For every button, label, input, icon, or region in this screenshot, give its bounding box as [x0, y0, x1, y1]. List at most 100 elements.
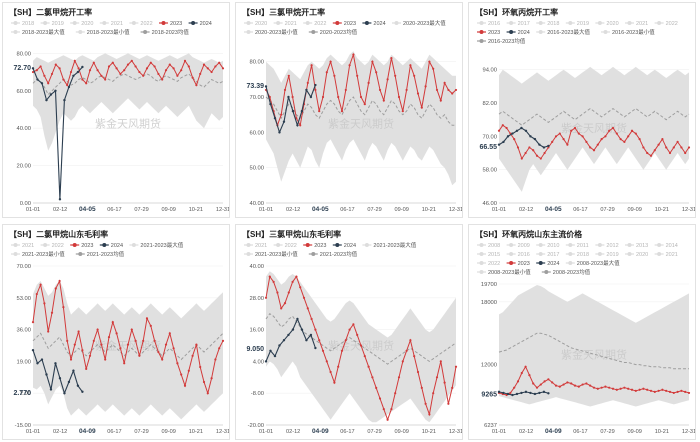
- series-2023-point: [505, 126, 508, 130]
- series-2023-point: [585, 140, 588, 143]
- series-2024-point: [282, 339, 286, 342]
- series-2023-point: [532, 149, 535, 152]
- series-2023-point: [665, 389, 668, 392]
- series-2023-point: [31, 321, 35, 324]
- series-2023-point: [615, 388, 618, 391]
- series-2023-point: [58, 67, 61, 70]
- series-2023-point: [676, 140, 679, 143]
- series-2023-point: [100, 343, 103, 346]
- legend-item: 2020: [244, 21, 267, 27]
- series-2023-point: [77, 67, 80, 70]
- series-2024-point: [309, 333, 313, 337]
- series-2023-point: [543, 151, 546, 155]
- y-tick-label: 40.00: [16, 126, 31, 132]
- series-2023-point: [183, 59, 187, 62]
- series-2023-point: [573, 126, 577, 130]
- series-2023-point: [386, 418, 389, 421]
- series-2023-point: [344, 339, 347, 342]
- legend-label: 2018-2023均值: [152, 28, 190, 36]
- series-2023-point: [264, 296, 268, 299]
- series-2023-point: [272, 280, 275, 283]
- series-2023-point: [653, 390, 656, 393]
- series-2023-point: [424, 85, 427, 88]
- x-tick-label: 06-17: [573, 207, 587, 213]
- legend-label: 2024: [547, 261, 559, 267]
- panel-po-price: 【SH】环氧丙烷山东主流价格 2008 2009 2010 2011 2012 2013 20…: [468, 224, 696, 440]
- series-2023-point: [321, 349, 325, 352]
- series-2023-point: [206, 67, 209, 70]
- series-2023-point: [164, 343, 168, 346]
- series-2024-point: [538, 143, 541, 146]
- x-tick-label-highlight: 04-05: [79, 206, 96, 213]
- x-tick-label: 10-21: [422, 429, 436, 435]
- watermark: 紫金天风期货: [561, 348, 627, 362]
- x-tick-label: 09-09: [395, 429, 409, 435]
- legend-swatch-dot: [538, 243, 543, 247]
- legend-swatch-dot: [479, 261, 484, 265]
- x-tick-label: 06-17: [340, 207, 354, 213]
- series-2023-point: [81, 349, 84, 352]
- series-2023-point: [394, 74, 397, 77]
- series-2023-point: [513, 386, 516, 389]
- series-2023-point: [501, 124, 504, 127]
- y-tick-label: -20.00: [248, 423, 264, 429]
- series-2023-point: [115, 67, 118, 70]
- latest-value-label: 9265: [481, 391, 497, 398]
- series-2023-point: [145, 317, 149, 320]
- series-2023-point: [310, 317, 313, 321]
- x-tick-label-highlight: 04-05: [545, 206, 562, 213]
- series-2024-point: [506, 392, 510, 396]
- legend-item: 2012: [595, 243, 619, 249]
- series-2023-point: [562, 383, 565, 386]
- legend-item: 2020-2023最小值: [244, 28, 298, 36]
- series-2023-point: [585, 382, 588, 385]
- series-2023-point: [130, 328, 133, 331]
- legend-item: 2023: [506, 261, 530, 267]
- series-2023-point: [524, 151, 527, 155]
- latest-value-label: 9.050: [246, 346, 264, 353]
- series-2023-point: [432, 392, 435, 395]
- legend-label: 2020: [636, 252, 648, 258]
- series-2023-point: [325, 360, 328, 363]
- series-2024-point: [63, 98, 66, 102]
- legend-label: 2021-2023最小值: [22, 250, 65, 258]
- legend-label: 2021: [255, 243, 267, 249]
- x-tick-label: 01-01: [492, 207, 506, 213]
- x-tick-label: 02-12: [519, 429, 533, 435]
- series-2024-point: [515, 392, 519, 396]
- x-tick-label: 10-21: [189, 429, 203, 435]
- series-2023-point: [50, 72, 54, 76]
- x-tick-label: 06-17: [340, 429, 354, 435]
- legend-item: 2008-2023均值: [541, 268, 591, 276]
- legend-swatch-dot: [72, 243, 77, 247]
- series-2023-point: [187, 65, 190, 68]
- series-2023-point: [604, 135, 607, 138]
- series-2023-point: [672, 146, 675, 149]
- x-tick-label: 02-12: [519, 207, 533, 213]
- series-2023-point: [390, 408, 393, 411]
- x-tick-label: 02-12: [286, 429, 300, 435]
- series-2023-point: [401, 110, 404, 113]
- series-2024-point: [63, 392, 66, 395]
- series-2023-point: [134, 339, 137, 342]
- band-area: [499, 285, 689, 407]
- series-2023-point: [638, 388, 641, 391]
- series-2023-point: [367, 81, 370, 84]
- legend-item: 2021-2023最小值: [244, 250, 298, 258]
- series-2023-point: [405, 349, 408, 352]
- series-2024-point: [81, 390, 84, 393]
- legend-swatch-dot: [479, 243, 484, 247]
- y-tick-label: 2.00: [20, 391, 31, 397]
- x-tick-label: 12-31: [449, 429, 463, 435]
- y-tick-label: 40.00: [249, 264, 264, 270]
- series-avg-line: [265, 313, 457, 365]
- series-2023-point: [435, 376, 439, 379]
- legend-swatch-dot: [568, 252, 573, 256]
- y-tick-label: 0.00: [20, 201, 31, 207]
- legend-label: 2021-2023均值: [87, 250, 125, 258]
- series-2023-point: [176, 362, 179, 365]
- series-2023-point: [206, 392, 209, 395]
- series-2023-point: [77, 330, 80, 333]
- series-2023-point: [66, 84, 69, 87]
- series-2023-point: [627, 135, 630, 138]
